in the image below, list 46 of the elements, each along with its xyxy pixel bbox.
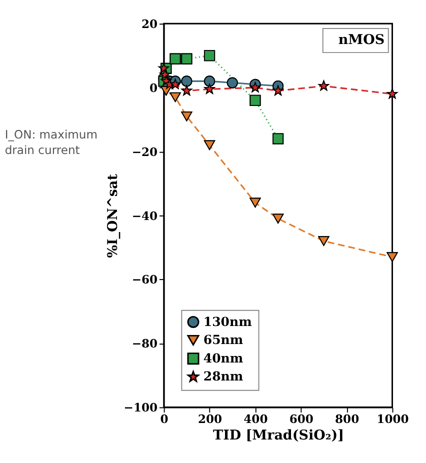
x-tick-label: 800 (335, 412, 360, 426)
x-tick-label: 0 (160, 412, 168, 426)
legend-label: 28nm (203, 368, 244, 384)
legend-label: 65nm (203, 332, 244, 348)
point (158, 62, 170, 73)
point (318, 236, 330, 246)
text: I_ON: maximum (4, 127, 98, 142)
point (170, 53, 181, 64)
point (250, 198, 261, 208)
point (181, 76, 192, 87)
y-tick-label: 20 (142, 16, 158, 31)
point (204, 76, 216, 87)
point (386, 252, 398, 262)
annotation: nMOS (338, 32, 385, 48)
point (272, 214, 284, 224)
point (170, 92, 181, 102)
point (272, 133, 284, 144)
text: drain current (4, 142, 80, 157)
y-tick-label: −60 (132, 272, 158, 287)
point (204, 84, 215, 94)
point (386, 88, 398, 99)
y-tick-label: 0 (150, 80, 158, 95)
point (318, 80, 330, 91)
y-tick-label: −20 (132, 144, 158, 159)
y-tick-label: −100 (124, 400, 158, 415)
y-axis-title: %I_ON^sat (105, 173, 121, 258)
y-tick-label: −80 (132, 336, 158, 351)
y-tick-label: −40 (132, 208, 158, 223)
x-tick-label: 400 (244, 412, 268, 426)
x-tick-label: 1000 (376, 412, 409, 426)
point (181, 53, 192, 64)
point (181, 85, 192, 96)
point (204, 50, 216, 62)
point (204, 140, 216, 150)
point (226, 77, 238, 88)
point (272, 85, 284, 96)
point (181, 111, 192, 122)
x-tick-label: 200 (198, 412, 222, 426)
legend-label: 40nm (203, 350, 244, 366)
x-tick-label: 600 (289, 412, 314, 426)
point (170, 78, 181, 89)
legend-label: 130nm (203, 314, 252, 329)
point (250, 94, 261, 106)
x-axis-title: TID [Mrad(SiO₂)] (213, 428, 344, 444)
point (160, 69, 170, 80)
point (250, 82, 260, 92)
